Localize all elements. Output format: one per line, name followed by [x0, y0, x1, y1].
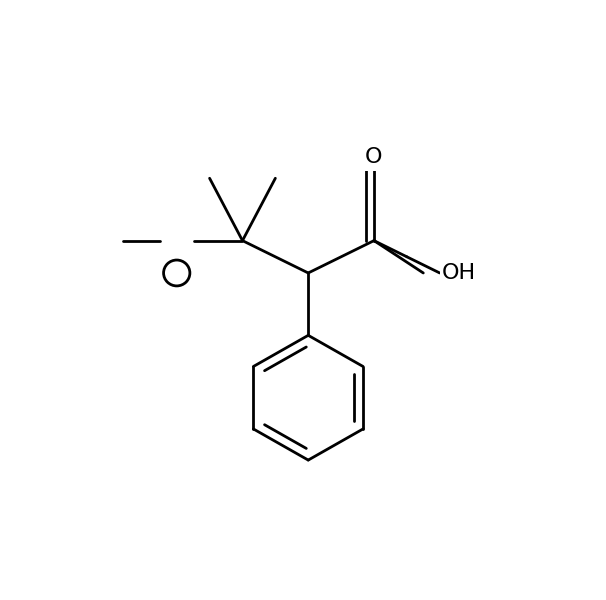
Text: OH: OH	[442, 263, 476, 283]
Text: O: O	[365, 148, 383, 167]
